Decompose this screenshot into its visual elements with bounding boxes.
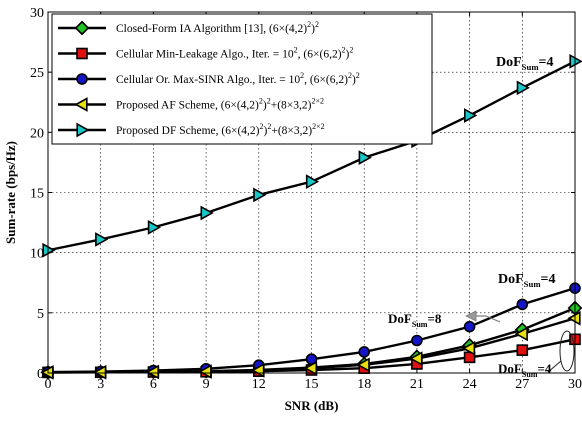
x-tick-label: 0	[45, 377, 52, 392]
data-point	[356, 357, 370, 373]
data-point	[514, 326, 528, 342]
x-tick-label: 27	[515, 377, 529, 392]
data-point	[358, 150, 372, 165]
legend-label: Proposed AF Scheme, (6×(4,2)2)2+(8×3,2)2…	[116, 97, 324, 112]
legend-item-max-sinr: Cellular Or. Max-SINR Algo., Iter. = 102…	[58, 71, 360, 86]
y-tick-label: 15	[30, 187, 44, 202]
x-tick-label: 15	[305, 377, 319, 392]
annotation-df-dof: DoFSum=4	[496, 55, 554, 72]
y-tick-label: 25	[30, 66, 44, 81]
data-point	[253, 187, 267, 203]
data-point	[42, 242, 56, 258]
legend-box	[51, 13, 433, 145]
y-tick-label: 10	[30, 247, 44, 262]
y-tick-label: 20	[30, 126, 44, 141]
x-tick-label: 30	[568, 377, 582, 392]
data-point	[463, 108, 478, 123]
legend-label: Proposed DF Scheme, (6×(4,2)2)2+(8×3,2)2…	[116, 122, 325, 137]
legend-item-proposed-af: Proposed AF Scheme, (6×(4,2)2)2+(8×3,2)2…	[58, 97, 324, 112]
data-point	[567, 310, 581, 326]
legend: Closed-Form IA Algorithm [13], (6×(4,2)2…	[51, 13, 433, 145]
x-tick-label: 6	[150, 377, 157, 392]
data-point	[516, 80, 530, 96]
data-point	[461, 340, 476, 356]
data-point	[409, 351, 423, 366]
data-point	[40, 365, 54, 380]
data-point	[305, 174, 320, 190]
legend-marker	[76, 73, 88, 85]
data-point	[303, 360, 318, 376]
legend-item-min-leakage: Cellular Min-Leakage Algo., Iter. = 102,…	[58, 46, 353, 61]
data-point	[147, 220, 162, 235]
annotation-max-sinr-dof: DoFSum=4	[498, 272, 556, 289]
data-point	[95, 232, 109, 247]
legend-item-closed-form-ia: Closed-Form IA Algorithm [13], (6×(4,2)2…	[58, 20, 319, 36]
legend-label: Closed-Form IA Algorithm [13], (6×(4,2)2…	[116, 20, 319, 35]
y-tick-label: 30	[30, 6, 44, 21]
x-tick-label: 21	[410, 377, 424, 392]
x-tick-label: 9	[203, 377, 210, 392]
legend-item-proposed-df: Proposed DF Scheme, (6×(4,2)2)2+(8×3,2)2…	[58, 122, 325, 138]
legend-label: Cellular Or. Max-SINR Algo., Iter. = 102…	[116, 71, 360, 86]
data-point	[198, 364, 212, 379]
annotation-leader	[485, 315, 501, 323]
annotation-arrowhead	[465, 310, 477, 322]
x-tick-label: 3	[97, 377, 104, 392]
x-tick-label: 24	[463, 377, 477, 392]
data-point	[145, 364, 159, 380]
data-point	[411, 334, 423, 347]
legend-marker	[76, 122, 90, 138]
data-point	[463, 320, 476, 333]
legend-marker	[74, 20, 90, 36]
legend-label: Cellular Min-Leakage Algo., Iter. = 102,…	[116, 46, 353, 61]
series-group	[40, 53, 582, 380]
legend-marker	[76, 47, 88, 60]
annotation-ellipse	[559, 330, 575, 372]
annotation-ellipse-leader	[547, 360, 562, 373]
x-tick-label: 12	[252, 377, 266, 392]
x-axis-label: SNR (dB)	[285, 398, 339, 413]
legend-marker	[74, 97, 88, 112]
data-point	[200, 205, 214, 221]
y-tick-label: 0	[37, 367, 44, 382]
y-axis-label: Sum-rate (bps/Hz)	[3, 141, 18, 244]
data-point	[516, 298, 529, 311]
data-point	[93, 364, 107, 380]
annotation-af-dof: DoFSum=8	[388, 311, 442, 329]
data-point	[569, 53, 582, 69]
data-point	[516, 344, 529, 356]
annotation-min-leakage-dof: DoFSum=4	[498, 361, 552, 379]
plot-frame	[47, 11, 576, 374]
x-tick-label: 18	[357, 377, 371, 392]
y-tick-label: 5	[37, 307, 44, 322]
data-point	[358, 346, 371, 358]
